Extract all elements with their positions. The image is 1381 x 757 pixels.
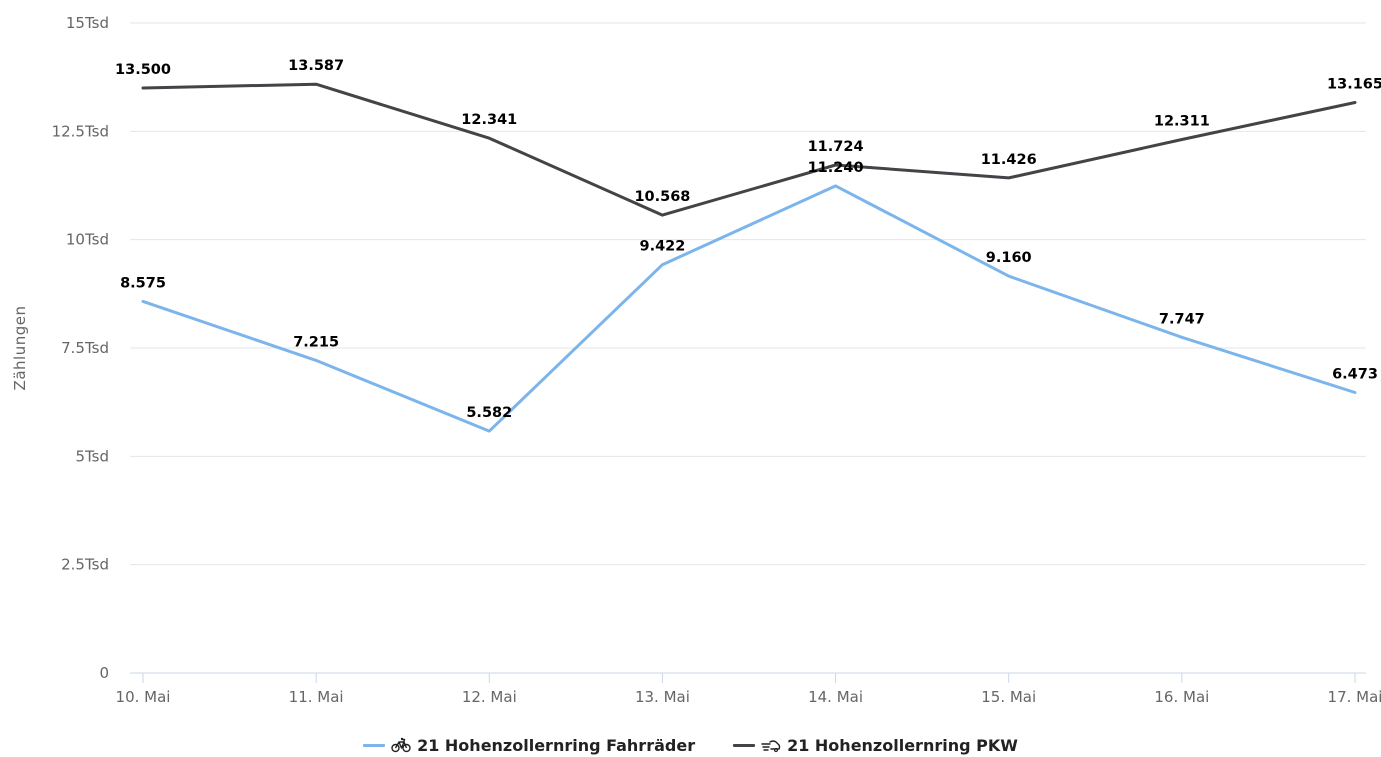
data-point[interactable] [485,427,493,435]
data-label: 11.724 [808,139,864,155]
data-label: 10.568 [634,189,690,205]
data-label: 9.160 [986,250,1032,266]
data-point[interactable] [1178,136,1186,144]
y-axis-title: Zählungen [11,306,29,391]
data-point[interactable] [1351,99,1359,107]
y-tick-label: 5Tsd [75,447,109,465]
series-line-1[interactable] [141,82,1357,217]
data-point[interactable] [1005,272,1013,280]
data-label: 11.426 [981,152,1037,168]
x-tick-label: 14. Mai [808,688,863,706]
car-icon [761,740,781,753]
y-tick-label: 7.5Tsd [61,339,109,357]
data-label: 7.215 [293,334,339,350]
data-label: 7.747 [1159,311,1205,327]
x-tick-label: 15. Mai [981,688,1036,706]
y-axis: 0 2.5Tsd 5Tsd 7.5Tsd 10Tsd 12.5Tsd 15Tsd [52,14,109,682]
legend-swatch-fahrraeder [363,743,386,747]
y-tick-label: 10Tsd [66,231,109,249]
x-tick-label: 16. Mai [1154,688,1209,706]
y-tick-label: 2.5Tsd [61,556,109,574]
x-tick-label: 13. Mai [635,688,690,706]
data-label: 5.582 [466,405,512,421]
legend: 21 Hohenzollernring Fahrräder 21 Hohenzo… [0,733,1381,757]
data-label: 11.240 [808,160,864,176]
data-label: 13.165 [1327,77,1381,93]
y-tick-label: 0 [99,664,109,682]
data-point[interactable] [1351,389,1359,397]
data-point[interactable] [485,134,493,142]
y-tick-label: 12.5Tsd [52,122,109,140]
data-point[interactable] [139,297,147,305]
legend-item-pkw[interactable]: 21 Hohenzollernring PKW [733,736,1018,755]
data-label: 13.587 [288,58,344,74]
x-tick-label: 12. Mai [462,688,517,706]
data-label: 6.473 [1332,367,1378,383]
data-label: 9.422 [639,239,685,255]
x-tick-label: 17. Mai [1328,688,1381,706]
y-tick-label: 15Tsd [66,14,109,32]
data-point[interactable] [832,182,840,190]
x-tick-label: 11. Mai [289,688,344,706]
data-point[interactable] [658,261,666,269]
x-tick-label: 10. Mai [116,688,171,706]
x-axis: 10. Mai 11. Mai 12. Mai 13. Mai 14. Mai 15. M… [116,672,1381,706]
data-point[interactable] [1178,333,1186,341]
series-group [139,80,1359,435]
data-point[interactable] [658,211,666,219]
legend-label-fahrraeder: 21 Hohenzollernring Fahrräder [417,735,696,755]
data-point[interactable] [1005,174,1013,182]
data-label: 13.500 [115,62,171,78]
legend-label-pkw: 21 Hohenzollernring PKW [787,735,1018,755]
data-labels: 8.575 7.215 5.582 9.422 11.240 9.160 7.747 6.47… [115,58,1381,421]
data-label: 12.311 [1154,114,1210,130]
bicycle-icon [391,737,411,753]
data-point[interactable] [312,80,320,88]
grid-lines [130,22,1366,566]
series-line-0[interactable] [141,184,1357,433]
legend-item-fahrraeder[interactable]: 21 Hohenzollernring Fahrräder [363,736,695,755]
legend-swatch-pkw [733,743,756,747]
data-point[interactable] [139,84,147,92]
data-point[interactable] [312,356,320,364]
data-label: 8.575 [120,275,166,291]
data-label: 12.341 [461,112,517,128]
